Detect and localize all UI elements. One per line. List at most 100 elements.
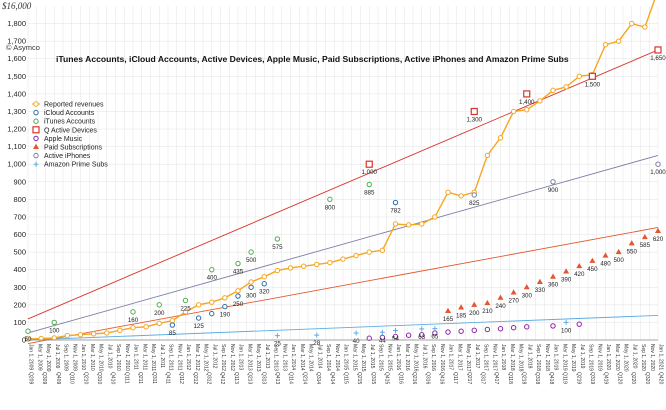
data-label: 28: [313, 340, 320, 347]
data-point: [419, 332, 425, 338]
data-label: 575: [272, 244, 283, 251]
data-point: [248, 249, 254, 255]
legend-label: Active iPhones: [44, 153, 91, 160]
data-point: [287, 265, 294, 271]
data-point: [117, 327, 123, 334]
data-point: [392, 221, 399, 227]
data-label: 1,400: [519, 99, 535, 106]
data-point: [274, 236, 281, 242]
data-point: [248, 284, 254, 290]
x-month-label: Mar 1, 2014: [299, 344, 305, 371]
data-point: [130, 324, 136, 331]
x-quarter-label: Q110: [69, 372, 75, 384]
data-label: 54: [392, 336, 399, 343]
data-label: 210: [482, 308, 493, 315]
x-month-label: Jan 1, 2014: [290, 344, 296, 370]
data-point: [524, 107, 530, 113]
x-month-label: Nov 1, 2018: [544, 344, 550, 371]
x-quarter-label: Q211: [137, 372, 143, 384]
x-quarter-label: Q312: [206, 372, 212, 384]
x-quarter-label: Q113: [233, 372, 239, 384]
data-point: [195, 302, 202, 308]
data-label: 125: [193, 323, 204, 330]
y-tick-label: 900: [13, 177, 26, 186]
data-label: 250: [233, 301, 244, 308]
data-label: 480: [600, 261, 611, 268]
x-month-label: Mar 1, 2020: [614, 344, 620, 371]
data-point: [432, 214, 438, 220]
x-month-label: Jan 1, 2013: [238, 344, 244, 370]
x-month-label: Nov 1, 2014: [334, 344, 340, 371]
data-label: 400: [207, 275, 218, 282]
legend-label: Amazon Prime Subs: [44, 162, 108, 169]
data-point: [550, 87, 556, 94]
data-point: [615, 248, 622, 255]
x-month-label: May 1, 2009: [45, 344, 51, 372]
data-point: [510, 324, 517, 331]
data-label: 550: [627, 248, 638, 255]
x-quarter-label: Q420: [658, 372, 664, 384]
x-quarter-label: Q214: [301, 372, 307, 384]
data-point: [470, 107, 478, 116]
data-point: [563, 319, 569, 325]
x-month-label: Jan 1, 2021: [658, 344, 664, 370]
data-point: [51, 335, 57, 341]
data-point: [393, 328, 398, 334]
series-q-active-devices: [365, 46, 662, 168]
x-quarter-label: Q419: [603, 372, 609, 384]
data-point: [471, 301, 478, 307]
data-point: [33, 143, 39, 149]
data-label: 390: [561, 276, 572, 283]
x-month-label: Sep 1, 2015: [378, 344, 384, 371]
data-labels: 8512519025030032078250100160200225400435…: [25, 55, 666, 348]
data-point: [615, 38, 622, 44]
data-label: 200: [469, 310, 480, 317]
x-month-label: Jan 1, 2020: [605, 344, 611, 370]
x-month-label: Mar 1, 2015: [351, 344, 357, 371]
y-tick-label: 0: [22, 336, 26, 345]
x-quarter-label: Q115: [343, 372, 349, 384]
x-quarter-label: Q309: [41, 372, 47, 384]
x-quarter-label: Q409: [55, 372, 61, 384]
x-month-label: Nov 1, 2019: [596, 344, 602, 371]
legend-item: Paid Subscriptions: [33, 143, 102, 152]
data-point: [353, 252, 359, 259]
data-point: [314, 332, 320, 338]
data-label: 320: [259, 289, 270, 296]
x-month-label: Mar 1, 2012: [194, 344, 200, 371]
x-quarter-label: Q120: [616, 372, 622, 384]
series-icloud-accounts: [169, 199, 399, 328]
x-quarter-label: Q116: [397, 372, 403, 384]
x-month-label: Sep 1, 2010: [115, 344, 121, 371]
x-month-label: Nov 1, 2013: [281, 344, 287, 371]
x-quarter-label: Q210: [82, 372, 88, 384]
data-label: 160: [128, 317, 139, 324]
y-tick-label: 1,300: [7, 107, 26, 116]
data-label: 44: [379, 337, 386, 344]
x-month-label: Nov 1, 2010: [124, 344, 130, 371]
legend-item: Q Active Devices: [32, 126, 97, 134]
x-month-label: May 1, 2016: [413, 344, 419, 372]
data-label: 1,000: [362, 169, 378, 176]
x-quarter-label: Q317: [479, 372, 485, 384]
data-point: [51, 319, 57, 326]
y-tick-label: 1,200: [7, 125, 26, 134]
x-month-label: Mar 1, 2016: [404, 344, 410, 371]
data-point: [497, 326, 504, 332]
data-point: [550, 273, 556, 279]
data-point: [523, 90, 531, 98]
data-point: [209, 310, 215, 317]
y-tick-label: 1,000: [7, 160, 26, 169]
x-month-label: Jul 1, 2015: [369, 344, 375, 369]
x-month-label: Jul 1, 2017: [474, 344, 480, 369]
data-point: [445, 329, 451, 335]
data-point: [366, 335, 372, 341]
data-point: [314, 261, 320, 268]
x-quarter-label: Q319: [589, 372, 595, 384]
legend-label: Q Active Devices: [44, 127, 97, 134]
data-point: [602, 252, 609, 258]
data-point: [392, 333, 399, 340]
x-quarter-label: Q313: [260, 372, 266, 384]
data-point: [379, 329, 385, 335]
